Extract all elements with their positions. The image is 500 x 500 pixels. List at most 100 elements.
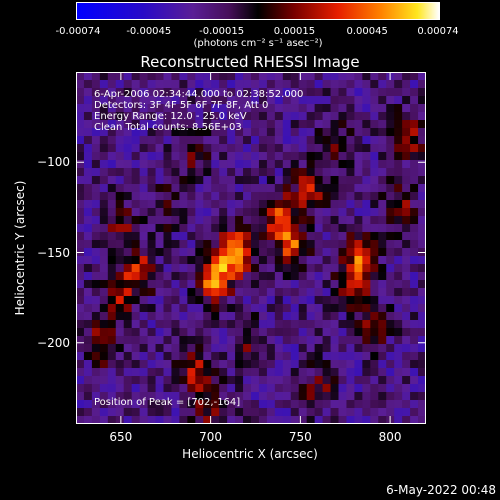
heatmap-cell xyxy=(99,136,109,145)
heatmap-cell xyxy=(123,96,133,105)
heatmap-cell xyxy=(76,200,85,209)
heatmap-cell xyxy=(378,392,387,401)
heatmap-cell xyxy=(243,240,252,249)
heatmap-cell xyxy=(227,344,236,353)
heatmap-cell xyxy=(306,336,316,345)
heatmap-cell xyxy=(362,88,371,97)
heatmap-cell xyxy=(211,280,220,289)
heatmap-cell xyxy=(306,304,316,313)
heatmap-cell xyxy=(131,80,141,89)
heatmap-cell xyxy=(410,328,419,337)
heatmap-cell xyxy=(171,288,180,297)
heatmap-cell xyxy=(115,232,125,241)
heatmap-cell xyxy=(107,160,117,169)
heatmap-cell xyxy=(306,104,316,113)
heatmap-cell xyxy=(115,224,125,233)
heatmap-cell xyxy=(227,168,236,177)
heatmap-cell xyxy=(394,392,403,401)
heatmap-cell xyxy=(139,296,148,305)
heatmap-cell xyxy=(346,360,355,369)
heatmap-cell xyxy=(155,104,164,113)
heatmap-cell xyxy=(227,320,236,329)
heatmap-cell xyxy=(322,232,331,241)
heatmap-cell xyxy=(418,192,426,201)
heatmap-cell xyxy=(243,408,252,417)
heatmap-cell xyxy=(386,272,395,281)
heatmap-cell xyxy=(91,392,101,401)
heatmap-cell xyxy=(91,280,101,289)
heatmap-cell xyxy=(99,80,109,89)
heatmap-cell xyxy=(330,160,339,169)
heatmap-cell xyxy=(322,192,331,201)
heatmap-cell xyxy=(131,360,141,369)
heatmap-cell xyxy=(330,344,339,353)
heatmap-cell xyxy=(330,336,339,345)
heatmap-cell xyxy=(99,376,109,385)
heatmap-cell xyxy=(330,304,339,313)
heatmap-cell xyxy=(346,320,355,329)
heatmap-cell xyxy=(219,384,228,393)
heatmap-cell xyxy=(251,88,260,97)
heatmap-cell xyxy=(298,312,308,321)
heatmap-cell xyxy=(203,80,212,89)
heatmap-cell xyxy=(195,320,204,329)
heatmap-cell xyxy=(338,216,347,225)
heatmap-cell xyxy=(76,328,85,337)
heatmap-cell xyxy=(115,320,125,329)
heatmap-cell xyxy=(171,200,180,209)
heatmap-cell xyxy=(274,248,284,257)
heatmap-cell xyxy=(314,336,323,345)
heatmap-cell xyxy=(163,184,172,193)
heatmap-cell xyxy=(179,176,188,185)
heatmap-cell xyxy=(354,120,363,129)
heatmap-cell xyxy=(330,416,339,424)
heatmap-cell xyxy=(338,392,347,401)
heatmap-cell xyxy=(219,416,228,424)
heatmap-cell xyxy=(378,280,387,289)
heatmap-cell xyxy=(219,376,228,385)
heatmap-cell xyxy=(155,152,164,161)
heatmap-cell xyxy=(107,128,117,137)
heatmap-cell xyxy=(378,288,387,297)
heatmap-cell xyxy=(163,344,172,353)
heatmap-cell xyxy=(243,344,252,353)
heatmap-cell xyxy=(235,328,244,337)
heatmap-cell xyxy=(227,192,236,201)
heatmap-cell xyxy=(418,296,426,305)
heatmap-cell xyxy=(139,256,148,265)
heatmap-cell xyxy=(362,120,371,129)
heatmap-cell xyxy=(227,368,236,377)
heatmap-cell xyxy=(306,408,316,417)
heatmap-cell xyxy=(314,104,323,113)
colorbar-tick-label: -0.00074 xyxy=(55,26,101,37)
heatmap-cell xyxy=(274,192,284,201)
heatmap-cell xyxy=(235,152,244,161)
colorbar xyxy=(76,2,440,20)
heatmap-cell xyxy=(91,88,101,97)
heatmap-cell xyxy=(76,80,85,89)
heatmap-cell xyxy=(91,352,101,361)
heatmap-cell xyxy=(123,408,133,417)
heatmap-cell xyxy=(418,96,426,105)
heatmap-cell xyxy=(123,224,133,233)
heatmap-cell xyxy=(83,376,93,385)
heatmap-cell xyxy=(402,328,411,337)
heatmap-cell xyxy=(211,120,220,129)
heatmap-cell xyxy=(314,328,323,337)
heatmap-cell xyxy=(306,112,316,121)
heatmap-cell xyxy=(155,272,164,281)
heatmap-cell xyxy=(290,72,300,81)
heatmap-cell xyxy=(354,200,363,209)
heatmap-cell xyxy=(362,272,371,281)
heatmap-cell xyxy=(410,152,419,161)
heatmap-cell xyxy=(195,104,204,113)
heatmap-cell xyxy=(211,136,220,145)
heatmap-cell xyxy=(354,168,363,177)
heatmap-cell xyxy=(298,88,308,97)
heatmap-cell xyxy=(338,288,347,297)
heatmap-cell xyxy=(314,376,323,385)
heatmap-cell xyxy=(187,176,196,185)
colorbar-tick-label: 0.00015 xyxy=(273,26,316,37)
heatmap-cell xyxy=(179,352,188,361)
heatmap-cell xyxy=(123,200,133,209)
